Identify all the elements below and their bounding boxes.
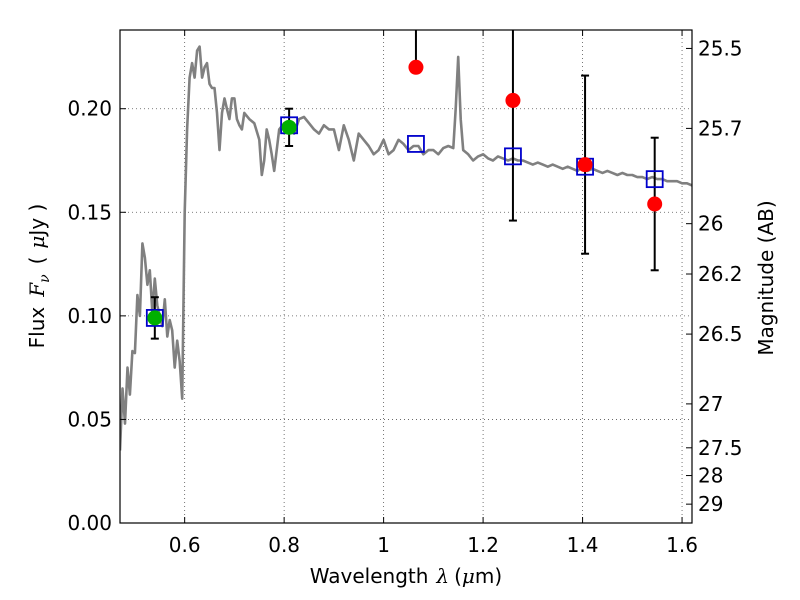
y-unit-rest: Jy ) <box>25 204 49 238</box>
measurement-point <box>408 59 424 75</box>
y-tick-label: 0.20 <box>67 97 112 121</box>
detection-point <box>147 310 163 326</box>
lambda-symbol: λ <box>435 564 449 588</box>
spectrum-line <box>120 45 692 451</box>
x-axis-label: Wavelength <box>310 564 429 588</box>
x-tick-label: 1.4 <box>567 533 599 557</box>
model-photometry-square <box>645 170 664 189</box>
model-photometry-square <box>504 147 522 166</box>
mag-tick-label: 29 <box>698 492 723 516</box>
model-photometry-square <box>407 135 425 153</box>
grid <box>120 30 692 523</box>
x-unit-open: ( <box>454 564 462 588</box>
y-tick-label: 0.15 <box>67 200 112 224</box>
nu-subscript: ν <box>37 274 53 283</box>
model-photometry-square <box>145 309 164 327</box>
measurement-point <box>647 196 663 212</box>
y-unit-mu: μ <box>25 236 49 249</box>
y-tick-label: 0.10 <box>67 304 112 328</box>
plot-frame <box>119 29 693 524</box>
mag-tick-label: 26.5 <box>698 322 743 346</box>
y-tick-label: 0.05 <box>67 407 112 431</box>
x-tick-label: 1 <box>377 533 390 557</box>
x-tick-label: 1.6 <box>666 533 698 557</box>
x-tick-label: 0.8 <box>268 533 300 557</box>
mag-tick-label: 28 <box>698 464 723 488</box>
measurement-point <box>577 157 593 173</box>
y-axis-label: Flux <box>25 307 49 349</box>
y-tick-label: 0.00 <box>67 511 112 535</box>
y2-axis-title: Magnitude (AB) <box>754 200 778 355</box>
x-unit-rest: m) <box>475 564 502 588</box>
mag-tick-label: 25.5 <box>698 36 743 60</box>
mag-tick-label: 27 <box>698 392 723 416</box>
mag-tick-label: 27.5 <box>698 436 743 460</box>
y-unit-open: ( <box>25 257 49 265</box>
mag-tick-label: 26.2 <box>698 262 743 286</box>
x-tick-label: 1.2 <box>467 533 499 557</box>
x-tick-label: 0.6 <box>169 533 201 557</box>
x-unit-mu: μ <box>462 564 475 588</box>
plot-area <box>120 30 692 451</box>
mag-tick-label: 25.7 <box>698 116 743 140</box>
x-axis-title: Wavelength λ (μm) <box>310 564 502 588</box>
f-symbol: F <box>25 282 49 298</box>
mag-tick-label: 26 <box>698 212 723 236</box>
axis-ticks: 0.6 0.8 1 1.2 1.4 1.6 0.00 0.05 0.10 0.15 0.20 25.5… <box>67 30 743 557</box>
y-axis-title: Flux Fν ( μJy ) <box>25 204 53 349</box>
measurement-point <box>505 92 521 108</box>
detection-point <box>281 119 297 135</box>
